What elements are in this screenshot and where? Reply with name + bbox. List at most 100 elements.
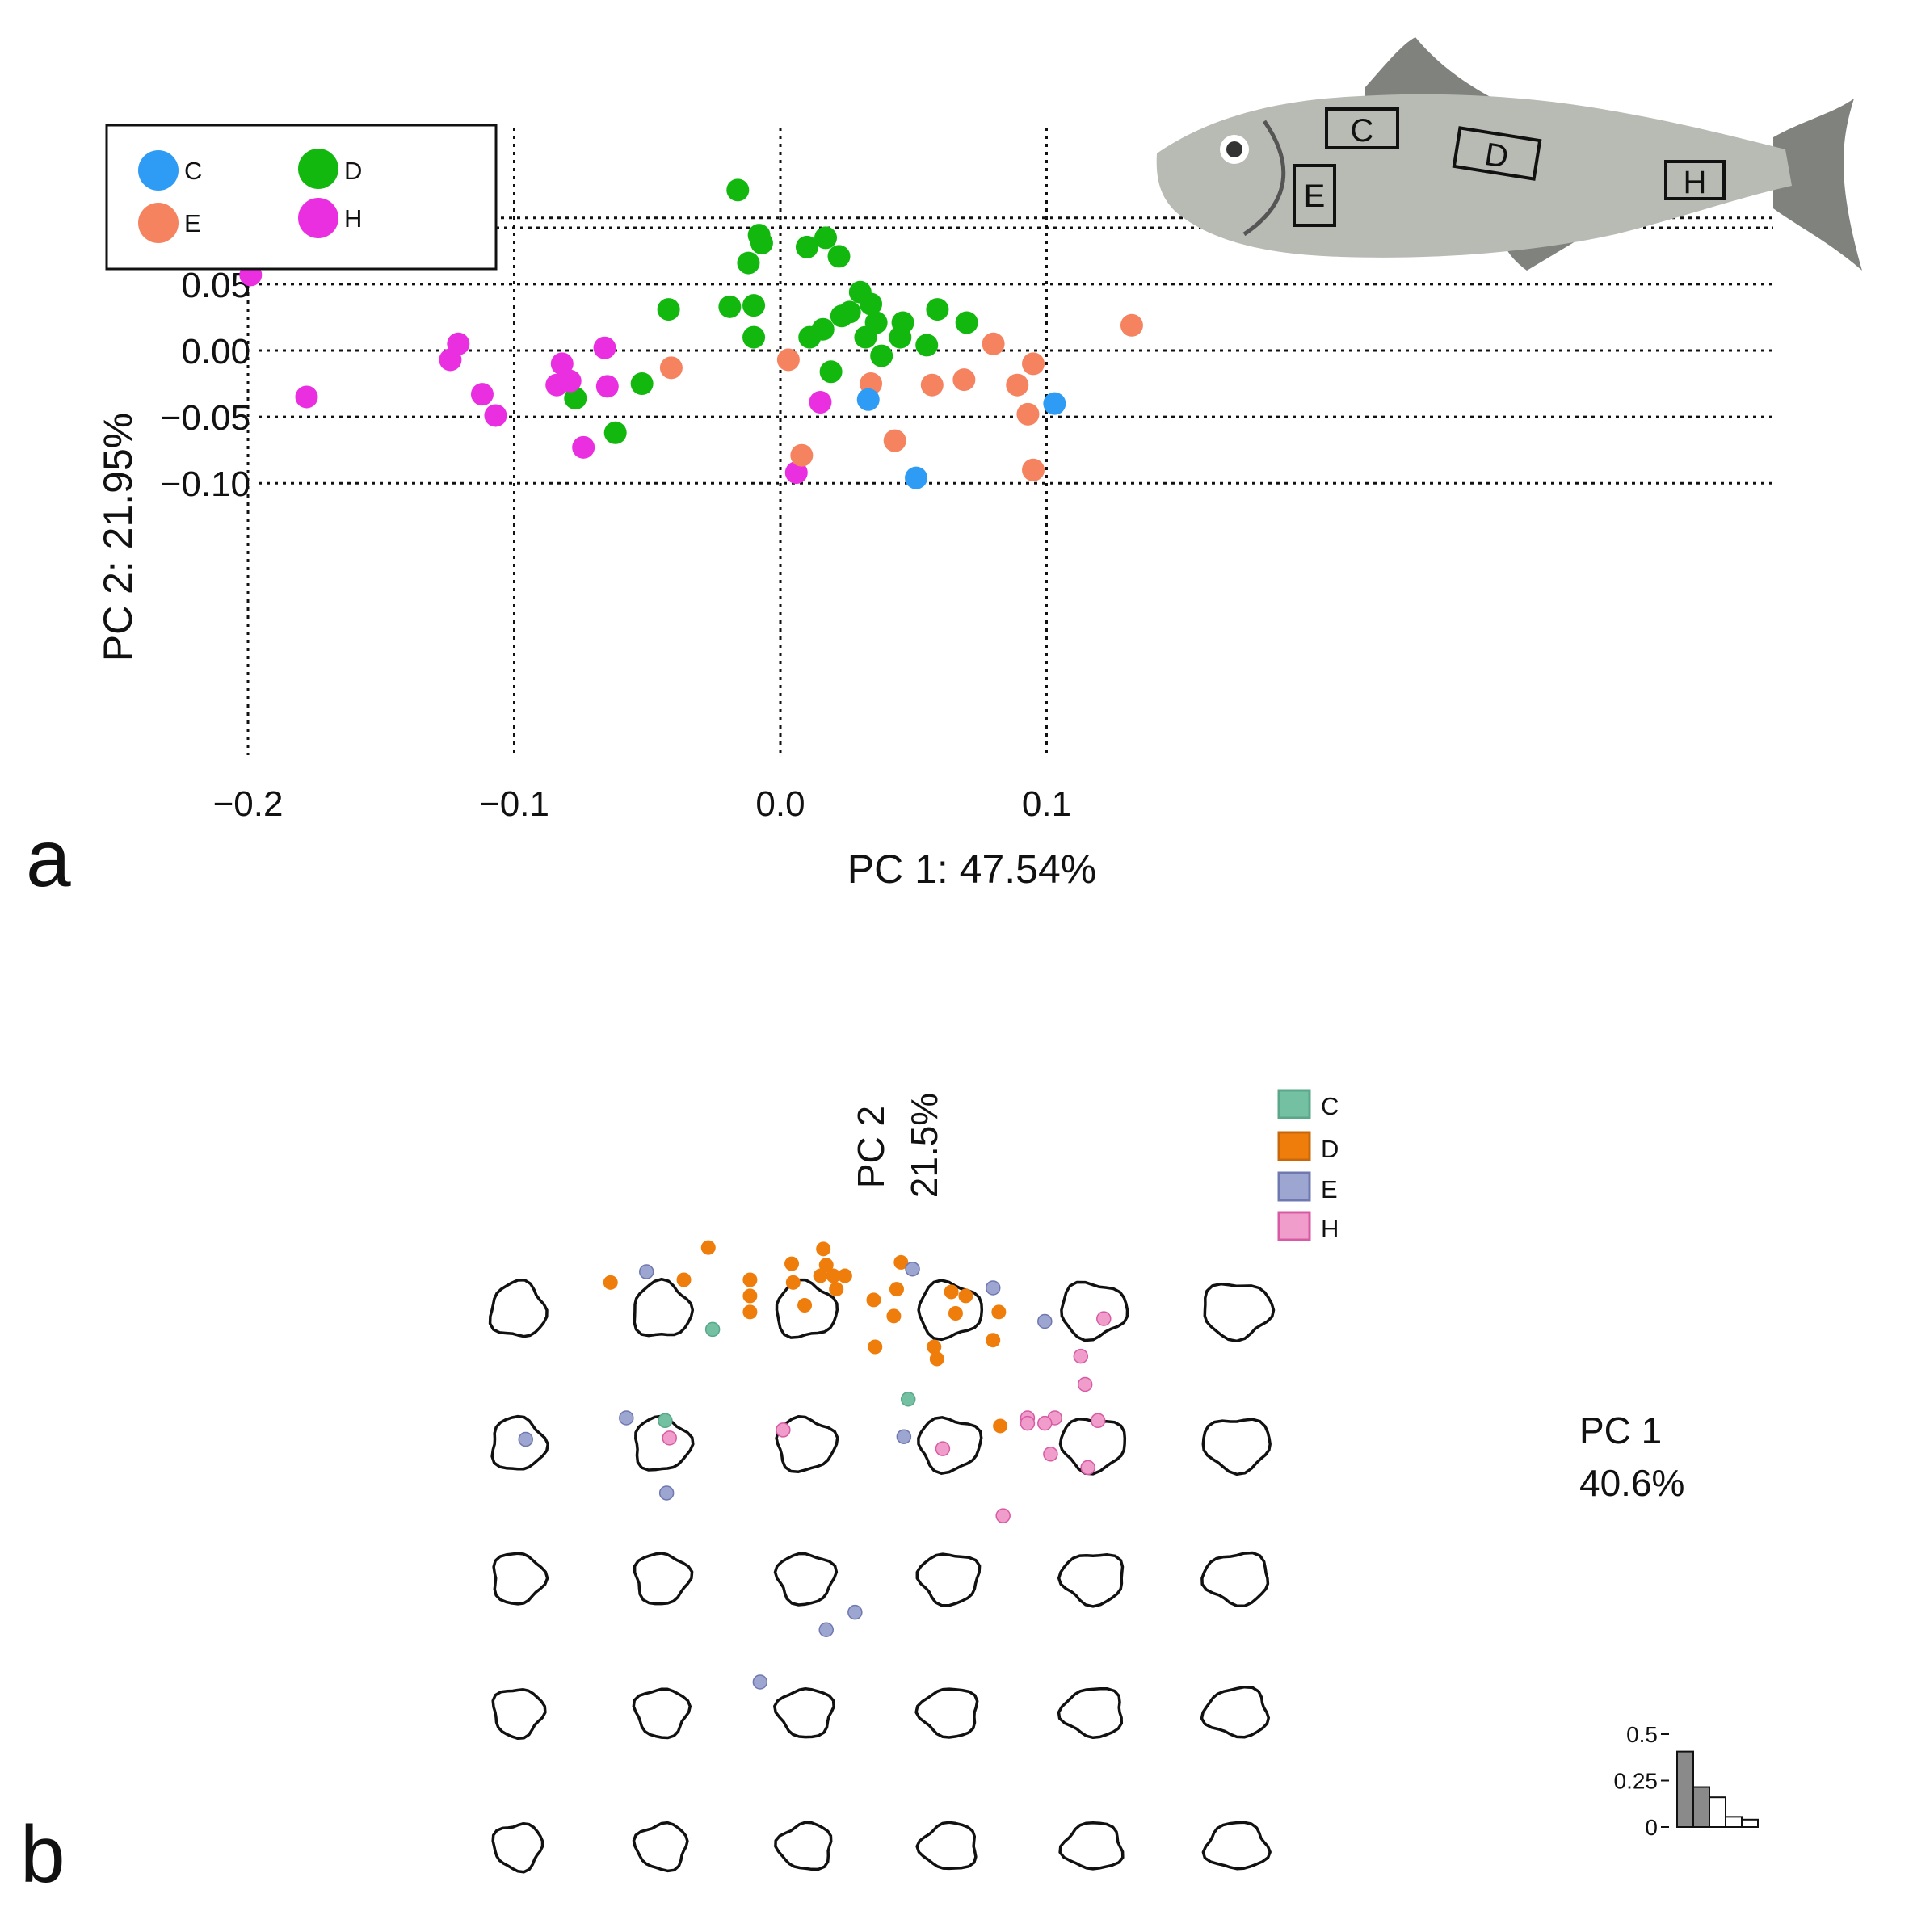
y-tick-label: −0.10 [161,464,250,504]
fish-box-e: E [1293,164,1336,227]
point-e [619,1410,634,1426]
point-h [809,391,832,414]
panel-a-chart: 0.100.050.00−0.05−0.10 −0.2−0.10.00.1 PC… [26,37,1862,904]
point-d [886,1308,902,1324]
point-e [985,1280,1001,1296]
panel-a-data-points [239,178,1143,489]
point-e [659,356,683,380]
otolith-outline [632,1687,692,1740]
point-e [982,332,1005,355]
panel-a-legend-label-d: D [344,157,362,185]
point-d [819,360,843,384]
y-tick-label: −0.05 [161,398,250,438]
panel-a-legend-swatch-h [298,198,338,238]
point-d [750,231,773,254]
point-e [847,1604,863,1620]
point-h [1090,1413,1106,1429]
point-d [944,1284,959,1300]
panel-a-legend-swatch-c [138,150,179,191]
panel-a-x-axis-label: PC 1: 47.54% [847,846,1097,892]
panel-a-legend-swatch-e [138,203,179,243]
point-h [545,373,569,397]
point-d [726,178,750,202]
fish-box-c-label: C [1351,113,1374,149]
point-e [1022,352,1045,376]
otolith-outline [632,1821,689,1873]
point-h [550,352,574,376]
otolith-outline [491,1821,544,1874]
fish-box-h-label: H [1684,165,1707,200]
point-d [797,1298,813,1313]
otolith-outline [1200,1551,1270,1607]
panel-b-legend-swatch-c [1277,1089,1311,1119]
point-d [657,298,680,321]
point-e [905,1261,920,1277]
point-e [1037,1313,1053,1329]
point-d [816,1241,831,1257]
otolith-outline [1201,1821,1272,1871]
y-tick-label: 0.05 [181,266,250,305]
point-d [795,235,818,258]
panel-a-legend-label-h: H [344,204,362,233]
point-d [826,1268,841,1283]
point-d [868,1339,883,1354]
point-h [935,1441,951,1456]
otolith-outline [1060,1280,1129,1342]
point-d [742,1288,758,1304]
panel-b-y-axis-percent: 21.5% [903,1093,945,1198]
otolith-outline [773,1686,835,1739]
point-e [952,368,976,392]
point-e [658,1485,675,1501]
point-h [995,1508,1011,1523]
point-e [752,1674,768,1690]
point-h [784,461,808,485]
otolith-outline [1057,1553,1125,1608]
otolith-outline [634,1414,695,1472]
point-d [993,1418,1008,1434]
otolith-outline [488,1279,549,1338]
otolith-outline [1203,1282,1276,1343]
y-tick-label: 0.00 [181,332,250,372]
point-d [893,1254,909,1270]
point-d [818,1258,834,1273]
point-d [955,311,978,334]
point-c [900,1391,916,1407]
point-d [700,1240,716,1255]
panel-a-legend: C D E H [105,124,498,271]
fish-box-e-label: E [1304,178,1326,214]
point-h [776,1422,791,1438]
panel-b-x-axis-percent: 40.6% [1579,1462,1684,1504]
point-d [829,1282,844,1297]
point-d [870,344,893,368]
point-d [813,1268,828,1283]
point-h [572,435,595,459]
point-h [439,348,462,372]
inset-y-ticks: 0.5 0.25 0 [1614,1722,1669,1840]
panel-a-y-axis-label: PC 2: 21.95% [95,413,141,662]
point-e [896,1429,912,1444]
x-tick-label: −0.1 [479,784,549,824]
point-h [484,404,507,427]
point-h [295,385,318,409]
point-d [837,1268,852,1283]
fish-illustration: C D E H [1156,37,1862,271]
point-h [1080,1460,1095,1476]
point-d [742,1304,758,1320]
point-e [1022,458,1045,481]
point-e [883,429,906,452]
point-d [798,326,822,349]
panel-b-legend-label-c: C [1321,1092,1339,1120]
point-d [630,372,654,396]
panel-b-x-axis-label: PC 1 [1579,1409,1662,1451]
otolith-outline [490,1414,549,1471]
fish-pupil [1226,141,1242,158]
fish-tail-fin [1773,99,1862,271]
point-h [1037,1415,1053,1431]
fish-gill-line [1242,120,1286,237]
inset-y-tick-label: 0.5 [1626,1722,1658,1747]
otolith-outline [915,1552,982,1607]
inset-bar-2 [1692,1786,1710,1829]
point-d [603,421,627,444]
point-c [905,466,928,489]
